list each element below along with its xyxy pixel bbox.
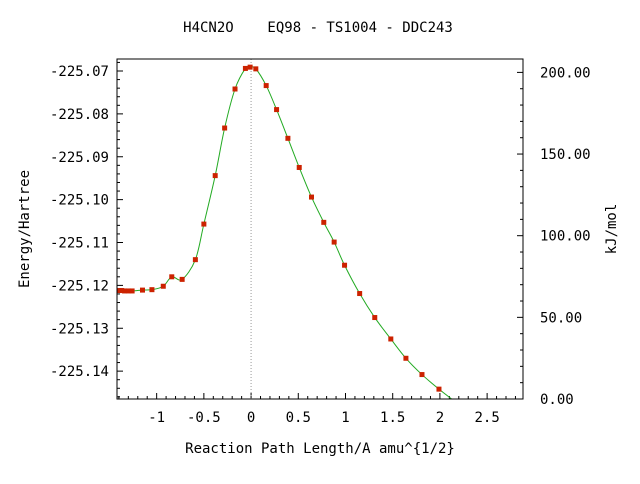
x-tick-label: 1 [341, 410, 349, 426]
y-tick-label: -225.07 [50, 64, 109, 80]
data-point [247, 64, 253, 70]
data-point [342, 262, 348, 268]
data-points [117, 64, 442, 392]
x-tick-label: 2.5 [474, 410, 499, 426]
data-point [117, 288, 122, 294]
x-tick-label: 0 [247, 410, 255, 426]
data-point [139, 287, 145, 293]
data-point [436, 386, 442, 392]
data-point [372, 315, 378, 321]
y-tick-label: -225.10 [50, 193, 109, 209]
chart-title: H4CN2O EQ98 - TS1004 - DDC243 [183, 20, 453, 36]
data-point [296, 164, 302, 170]
data-point [309, 194, 314, 200]
y-tick-label: -225.11 [50, 236, 109, 252]
data-point [129, 288, 135, 294]
data-point [192, 257, 198, 263]
data-point [160, 283, 166, 289]
data-point [179, 276, 185, 282]
x-axis-label: Reaction Path Length/A amu^{1/2} [185, 441, 455, 457]
data-point [253, 66, 259, 72]
data-point [125, 288, 131, 294]
data-point [388, 336, 394, 342]
data-point [321, 219, 327, 225]
data-point [222, 125, 228, 131]
data-point [122, 288, 128, 294]
y-tick-label: -225.13 [50, 321, 109, 337]
data-point [403, 355, 409, 361]
y2-axis-label: kJ/mol [604, 204, 620, 255]
data-point [285, 135, 291, 141]
plot-frame [116, 58, 524, 400]
x-tick-label: 0.5 [286, 410, 311, 426]
y2-tick-label: 50.00 [540, 310, 582, 326]
data-point [169, 274, 175, 280]
y2-tick-label: 0.00 [540, 392, 574, 408]
x-tick-label: 2 [436, 410, 444, 426]
data-point [232, 86, 238, 92]
data-point [419, 372, 425, 378]
y2-tick-label: 200.00 [540, 65, 591, 81]
x-tick-label: -1 [148, 410, 165, 426]
y-tick-label: -225.08 [50, 107, 109, 123]
x-tick-label: -0.5 [187, 410, 221, 426]
x-tick-label: 1.5 [380, 410, 405, 426]
y-tick-label: -225.09 [50, 150, 109, 166]
y-tick-label: -225.14 [50, 364, 109, 380]
data-point [212, 173, 218, 179]
data-point [201, 221, 207, 227]
y-axis-label: Energy/Hartree [17, 170, 33, 288]
y2-tick-label: 150.00 [540, 147, 591, 163]
data-point [119, 288, 125, 294]
data-point [242, 65, 248, 71]
y-tick-label: -225.12 [50, 278, 109, 294]
data-point [149, 287, 155, 293]
data-point [274, 107, 280, 113]
data-point [357, 291, 363, 297]
axis-ticks: -1 -0.5 0 0.5 1 1.5 2 2.5 -225.07 -225.08 -225.09 -… [50, 61, 591, 426]
data-point [263, 83, 269, 89]
y2-tick-label: 100.00 [540, 229, 591, 245]
data-point [331, 239, 337, 245]
